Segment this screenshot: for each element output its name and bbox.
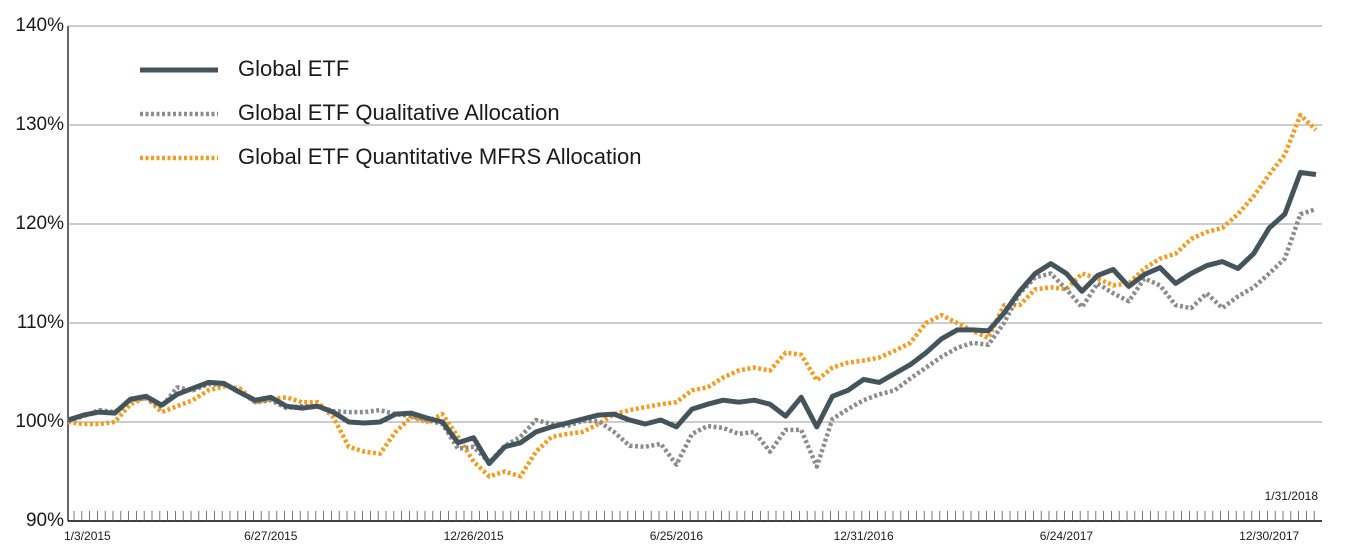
y-tick-label: 140% <box>15 15 64 36</box>
series-line <box>67 112 1318 479</box>
legend-label: Global ETF <box>238 56 349 81</box>
y-tick-label: 100% <box>15 411 64 432</box>
x-annotation: 1/31/2018 <box>1265 489 1319 503</box>
x-tick-label: 6/27/2015 <box>244 529 298 543</box>
x-tick-label: 12/26/2015 <box>444 529 504 543</box>
y-tick-label: 130% <box>15 114 64 135</box>
series-line <box>67 206 1317 469</box>
y-tick-label: 120% <box>15 213 64 234</box>
y-tick-label: 90% <box>26 510 64 531</box>
legend-label: Global ETF Qualitative Allocation <box>238 100 560 125</box>
x-tick-label: 1/3/2015 <box>64 529 111 543</box>
x-tick-label: 12/31/2016 <box>834 529 894 543</box>
y-tick-label: 110% <box>17 312 64 333</box>
series-line <box>67 170 1317 467</box>
x-tick-label: 6/25/2016 <box>650 529 704 543</box>
x-tick-label: 12/30/2017 <box>1239 529 1299 543</box>
legend-label: Global ETF Quantitative MFRS Allocation <box>238 144 642 169</box>
x-tick-label: 6/24/2017 <box>1040 529 1094 543</box>
